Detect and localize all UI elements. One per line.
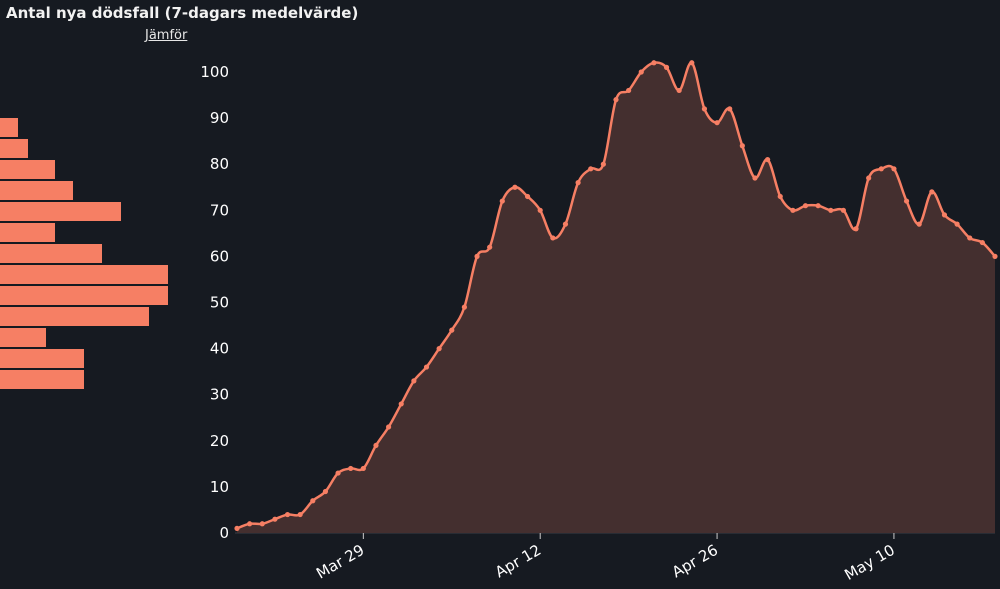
x-axis: Mar 29 Apr 12 Apr 26 May 10	[235, 532, 995, 584]
side-bar	[0, 349, 84, 368]
x-tick-label: Mar 29	[313, 541, 367, 583]
data-point	[487, 244, 493, 250]
y-axis: 0 10 20 30 40 50 60 70 80 90 100	[200, 63, 229, 542]
data-point	[613, 97, 619, 103]
data-point	[878, 166, 884, 172]
data-point	[474, 253, 480, 259]
data-point	[916, 221, 922, 227]
data-point	[815, 203, 821, 209]
data-point	[562, 221, 569, 227]
x-tick-label: May 10	[841, 541, 898, 584]
data-point	[373, 442, 379, 449]
side-bar-chart	[0, 0, 200, 589]
y-tick-label: 90	[210, 109, 229, 127]
data-point	[651, 60, 657, 66]
data-point	[524, 193, 531, 200]
data-point	[335, 470, 341, 476]
data-point	[903, 198, 910, 204]
data-point	[954, 221, 960, 227]
side-bar	[0, 139, 28, 158]
data-point	[512, 184, 518, 190]
side-bar	[0, 118, 18, 137]
y-tick-label: 10	[210, 478, 229, 496]
data-point	[259, 521, 265, 527]
y-tick-label: 40	[210, 340, 229, 358]
data-point	[360, 465, 366, 472]
side-bar	[0, 307, 149, 326]
y-tick-label: 0	[219, 524, 229, 542]
data-point	[663, 64, 670, 70]
data-point	[765, 156, 771, 163]
data-point	[436, 346, 442, 352]
y-tick-label: 30	[210, 386, 229, 404]
data-point	[575, 180, 581, 186]
data-point	[676, 87, 682, 94]
data-point	[550, 235, 556, 241]
side-bar	[0, 265, 168, 284]
y-tick-label: 80	[210, 155, 229, 173]
x-tick-label: Apr 26	[669, 541, 721, 581]
data-point	[626, 87, 632, 94]
data-point	[449, 327, 455, 333]
y-tick-label: 60	[210, 247, 229, 265]
data-points	[234, 60, 998, 531]
data-point	[588, 166, 594, 172]
data-point	[600, 161, 606, 167]
data-point	[284, 511, 291, 518]
data-point	[423, 364, 430, 370]
data-point	[499, 198, 505, 204]
side-bar	[0, 328, 46, 347]
data-point	[727, 106, 733, 112]
side-bar	[0, 160, 55, 179]
y-tick-label: 100	[200, 63, 229, 81]
side-bar	[0, 244, 102, 263]
data-point	[828, 207, 834, 213]
data-point	[322, 488, 329, 495]
side-bar	[0, 202, 121, 221]
area-fill	[237, 62, 995, 534]
x-tick-label: Apr 12	[492, 541, 544, 581]
side-bar	[0, 370, 84, 389]
side-bar	[0, 286, 168, 305]
data-point	[297, 511, 303, 518]
data-point	[866, 175, 872, 181]
data-point	[310, 498, 316, 504]
data-point	[537, 207, 543, 213]
data-point	[386, 424, 392, 430]
data-point	[348, 465, 354, 472]
data-point	[638, 69, 644, 75]
data-point	[790, 207, 796, 213]
data-point	[272, 516, 278, 522]
data-point	[941, 212, 948, 218]
y-tick-label: 70	[210, 201, 229, 219]
data-point	[777, 193, 783, 200]
data-point	[752, 175, 758, 181]
data-point	[891, 166, 897, 172]
data-point	[992, 253, 998, 259]
y-tick-label: 50	[210, 294, 229, 312]
data-point	[739, 143, 745, 149]
data-point	[929, 189, 935, 195]
data-point	[979, 239, 985, 246]
y-tick-label: 20	[210, 432, 229, 450]
side-bar	[0, 223, 55, 242]
data-point	[461, 304, 467, 310]
data-point	[411, 378, 417, 384]
data-point	[714, 120, 720, 126]
compare-link[interactable]: Jämför	[145, 28, 188, 43]
chart-title: Antal nya dödsfall (7-dagars medelvärde)	[6, 4, 359, 22]
data-point	[853, 226, 859, 232]
data-point	[802, 203, 809, 209]
data-point	[234, 525, 240, 531]
data-point	[701, 106, 708, 112]
data-point	[967, 235, 973, 241]
data-point	[689, 60, 695, 66]
data-point	[398, 401, 404, 407]
data-point	[840, 207, 847, 213]
side-bar	[0, 181, 73, 200]
data-point	[247, 521, 253, 527]
